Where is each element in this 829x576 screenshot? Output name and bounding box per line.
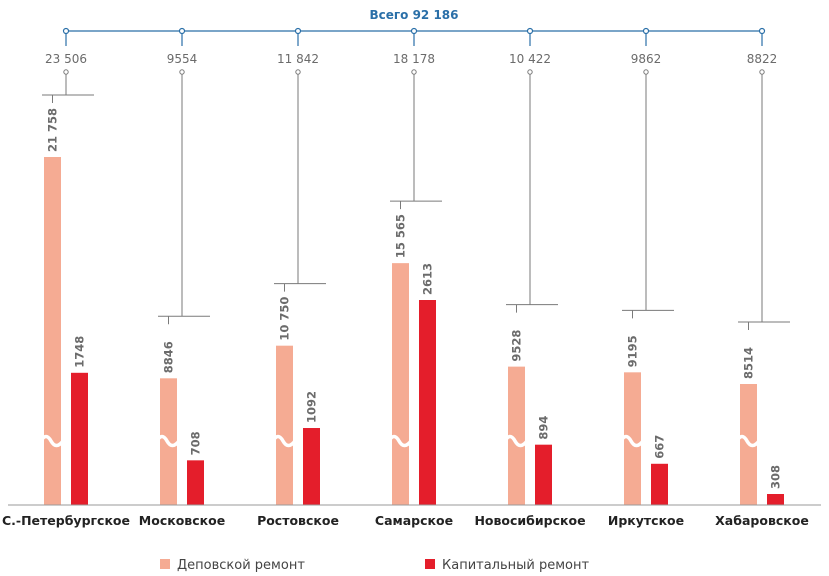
bar-depot [44,157,61,505]
total-bracket-node [178,27,186,35]
group-connector-node [759,69,765,75]
bar-capital [187,460,204,505]
group-total-label: 18 178 [393,52,435,66]
value-label-depot: 8846 [162,341,176,373]
total-bracket-node [642,27,650,35]
axis-break-mark [503,434,529,448]
legend-label-capital: Капитальный ремонт [442,558,590,573]
bar-group: 18 178 15 565 2613 [387,52,442,505]
bar-capital [535,444,552,505]
axis-break-mark [39,434,65,448]
total-label: Всего 92 186 [369,8,458,22]
value-label-depot: 21 758 [46,108,60,152]
group-total-label: 10 422 [509,52,551,66]
total-bracket [62,27,766,46]
value-label-depot: 9528 [510,330,524,362]
value-label-capital: 708 [189,431,203,455]
group-connector-node [527,69,533,75]
group-connector-node [295,69,301,75]
group-total-label: 23 506 [45,52,87,66]
axis-break-mark [387,434,413,448]
bar-group: 10 422 9528 894 [503,52,558,505]
bar-capital [767,494,784,505]
total-bracket-node [758,27,766,35]
bar-depot [508,366,525,505]
legend-label-depot: Деповской ремонт [177,558,305,573]
bar-group: 8822 8514 308 [735,52,790,505]
category-label: Самарское [375,513,453,528]
bar-depot [624,372,641,505]
bar-depot [276,345,293,505]
group-total-label: 9554 [167,52,198,66]
legend-swatch-capital [425,559,435,569]
total-bracket-node [62,27,70,35]
bar-group: 9554 8846 708 [155,52,210,505]
category-label: Иркутское [608,513,684,528]
category-label: С.-Петербургское [2,513,130,528]
category-label: Хабаровское [715,513,809,528]
bar-capital [419,300,436,505]
legend: Деповской ремонт Капитальный ремонт [160,558,590,573]
axis-break-mark [155,434,181,448]
value-label-capital: 2613 [421,263,435,295]
value-label-capital: 1748 [73,336,87,368]
legend-swatch-depot [160,559,170,569]
axis-break-mark [271,434,297,448]
value-label-capital: 667 [653,435,667,459]
bar-group: 23 506 21 758 1748 [39,52,94,505]
bar-depot [392,263,409,505]
value-label-depot: 9195 [626,335,640,367]
bar-capital [303,428,320,505]
group-connector-node [63,69,69,75]
bar-group: 9862 9195 667 [619,52,674,505]
value-label-depot: 10 750 [278,297,292,341]
category-labels: С.-Петербургское Московское Ростовское Сама… [2,513,809,528]
group-total-label: 11 842 [277,52,319,66]
category-label: Новосибирское [474,513,585,528]
value-label-capital: 308 [769,465,783,489]
group-connector-node [179,69,185,75]
axis-break-mark [735,434,761,448]
group-connector-node [411,69,417,75]
group-connector-node [643,69,649,75]
value-label-capital: 1092 [305,391,319,423]
group-total-label: 9862 [631,52,662,66]
value-label-depot: 8514 [742,347,756,379]
bar-capital [651,463,668,505]
group-total-label: 8822 [747,52,778,66]
value-label-capital: 894 [537,416,551,440]
total-bracket-node [294,27,302,35]
category-label: Московское [139,513,225,528]
total-bracket-node [410,27,418,35]
axis-break-mark [619,434,645,448]
bar-capital [71,372,88,505]
bar-group: 11 842 10 750 1092 [271,52,326,505]
total-bracket-node [526,27,534,35]
value-label-depot: 15 565 [394,214,408,258]
category-label: Ростовское [257,513,339,528]
